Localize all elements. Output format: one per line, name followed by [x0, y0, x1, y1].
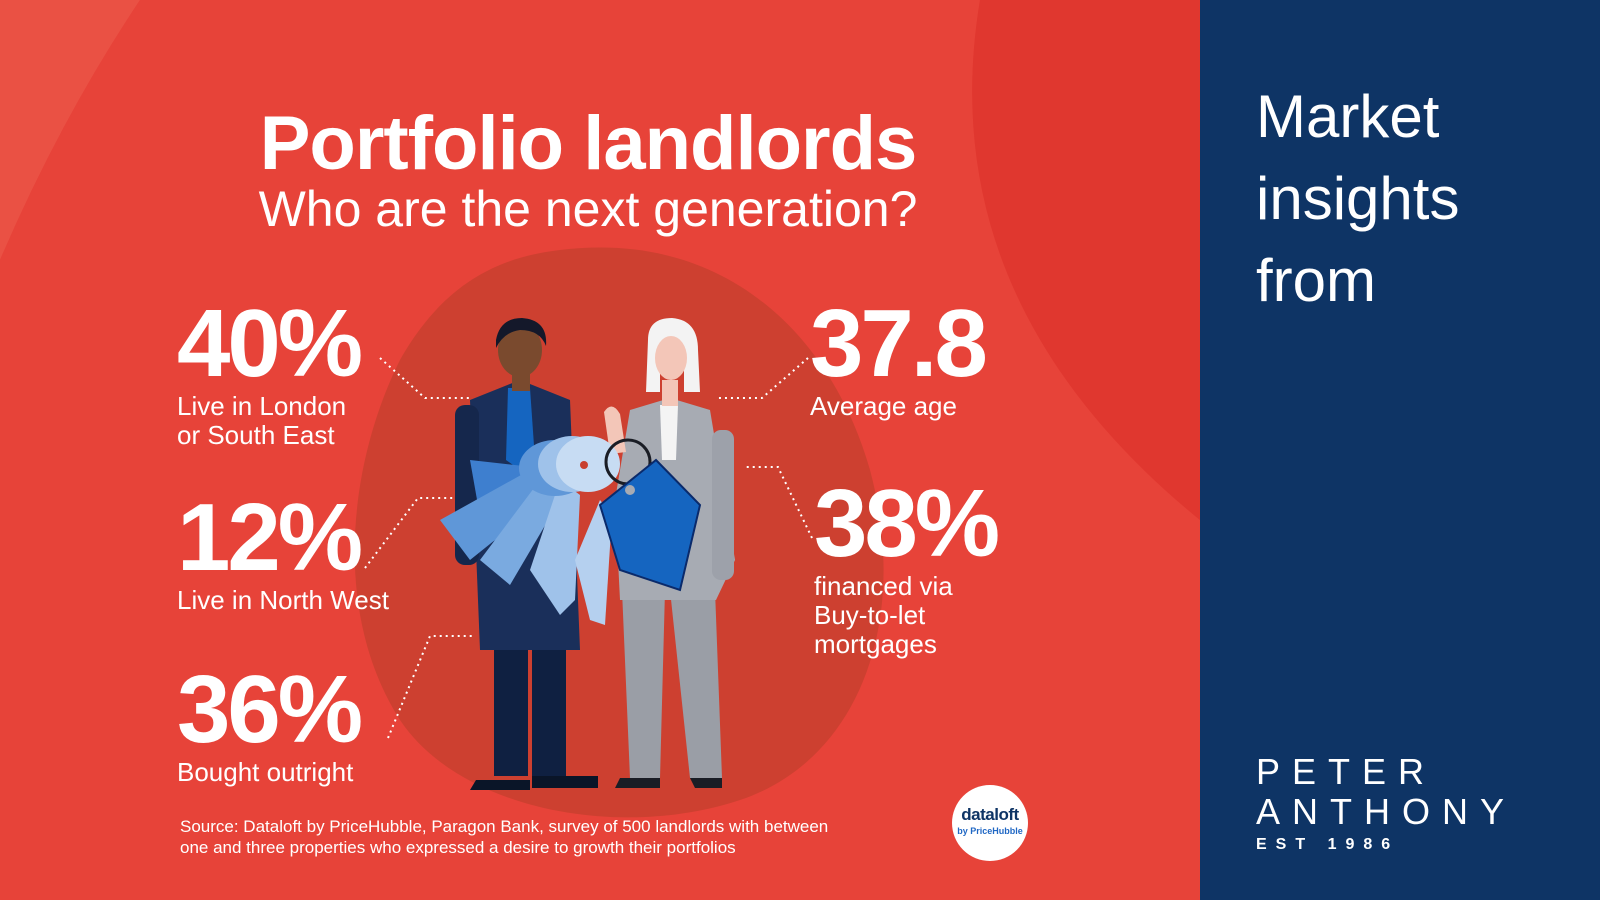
- stat-btl-value: 38%: [814, 470, 1000, 577]
- insights-line-1: Market: [1256, 83, 1440, 150]
- stat-north-west-value: 12%: [177, 484, 363, 591]
- stat-london: 40% Live in London or South East: [177, 290, 363, 450]
- infographic-panel: Portfolio landlords Who are the next gen…: [0, 0, 1028, 861]
- source-line-2: one and three properties who expressed a…: [180, 838, 736, 857]
- stat-outright-label: Bought outright: [177, 757, 354, 787]
- stat-north-west-label: Live in North West: [177, 585, 389, 615]
- source-note: Source: Dataloft by PriceHubble, Paragon…: [180, 816, 900, 858]
- stat-average-age-label: Average age: [810, 391, 957, 421]
- stat-btl-label-3: mortgages: [814, 629, 937, 659]
- stat-london-label-2: or South East: [177, 420, 335, 450]
- stat-btl-label-2: Buy-to-let: [814, 600, 926, 630]
- insights-line-3: from: [1256, 247, 1376, 314]
- brand-panel: [1200, 0, 1600, 900]
- insights-line-2: insights: [1256, 165, 1460, 232]
- dataloft-logo-word: dataloft: [961, 805, 1019, 824]
- source-line-1: Source: Dataloft by PriceHubble, Paragon…: [180, 817, 829, 836]
- stat-btl: 38% financed via Buy-to-let mortgages: [814, 470, 1000, 659]
- brand-anthony: ANTHONY: [1256, 791, 1517, 832]
- house-keyring-icon: [598, 458, 702, 592]
- leader-lines: [364, 357, 813, 739]
- stat-btl-label: financed via: [814, 571, 953, 601]
- stat-average-age-value: 37.8: [810, 290, 988, 397]
- stat-average-age: 37.8 Average age: [810, 290, 988, 421]
- keys-illustration: [440, 436, 652, 625]
- peter-anthony-logo: PETER ANTHONY EST 1986: [1256, 752, 1516, 856]
- brand-peter: PETER: [1256, 751, 1437, 792]
- page-title: Portfolio landlords: [259, 101, 918, 186]
- market-insights-heading: Market insights from: [1256, 76, 1459, 322]
- dataloft-logo-sub: by PriceHubble: [957, 826, 1023, 836]
- stat-london-label: Live in London: [177, 391, 347, 421]
- stat-outright-value: 36%: [177, 656, 363, 763]
- stat-outright: 36% Bought outright: [177, 656, 363, 787]
- page-subtitle: Who are the next generation?: [258, 181, 918, 237]
- brand-est: EST 1986: [1256, 836, 1400, 853]
- stat-london-value: 40%: [177, 290, 363, 397]
- dataloft-logo: dataloft by PriceHubble: [952, 785, 1028, 861]
- landlords-illustration: [364, 318, 813, 790]
- stat-north-west: 12% Live in North West: [177, 490, 389, 615]
